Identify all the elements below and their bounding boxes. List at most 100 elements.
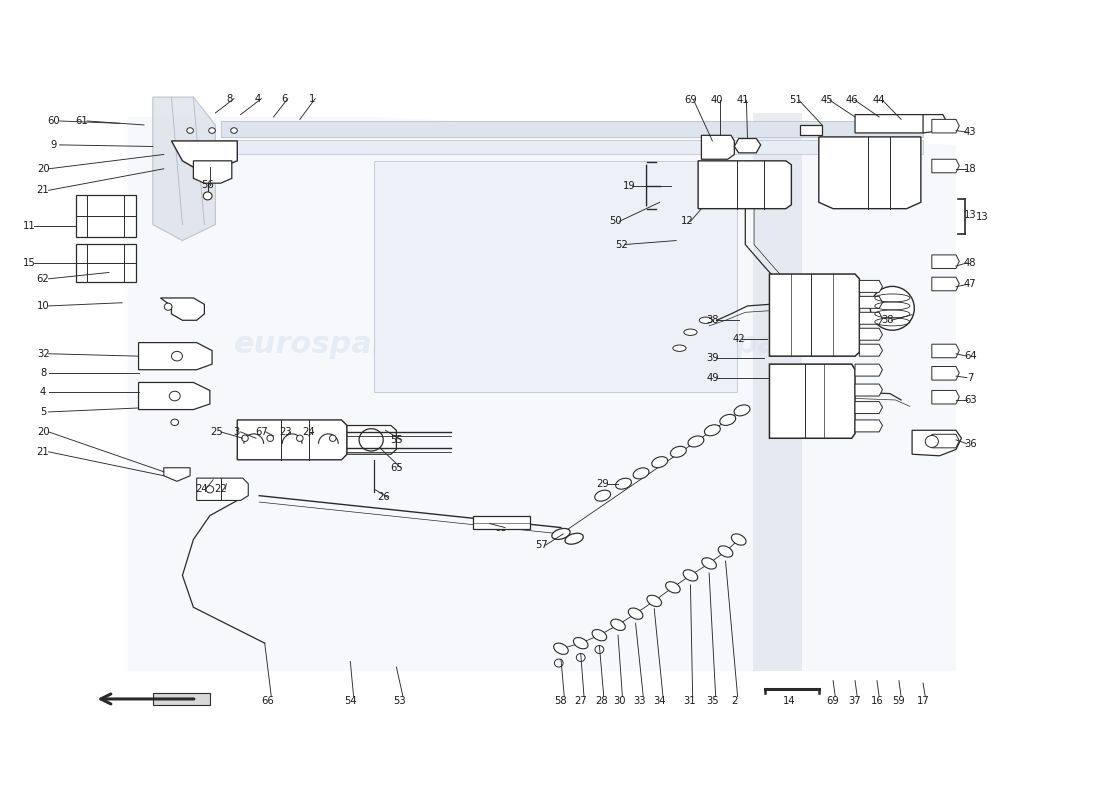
Text: 66: 66 (262, 696, 274, 706)
Text: 37: 37 (849, 696, 861, 706)
Polygon shape (153, 97, 216, 241)
Text: 10: 10 (36, 301, 50, 311)
Ellipse shape (576, 654, 585, 662)
Text: 24: 24 (195, 484, 208, 494)
Text: 8: 8 (227, 94, 233, 104)
Text: 4: 4 (255, 94, 262, 104)
Text: 19: 19 (623, 182, 636, 191)
Ellipse shape (554, 659, 563, 667)
Text: 44: 44 (873, 95, 886, 106)
Text: 21: 21 (36, 186, 50, 195)
Polygon shape (859, 296, 882, 308)
Ellipse shape (164, 303, 172, 310)
Bar (374, 161, 737, 392)
Ellipse shape (553, 643, 569, 654)
Polygon shape (139, 382, 210, 410)
Polygon shape (735, 138, 761, 153)
Text: 38: 38 (706, 315, 718, 326)
Text: 9: 9 (51, 140, 57, 150)
Text: 67: 67 (255, 427, 267, 437)
Text: 20: 20 (36, 164, 50, 174)
Polygon shape (855, 420, 882, 432)
Text: 58: 58 (554, 696, 568, 706)
Ellipse shape (734, 405, 750, 416)
Polygon shape (859, 328, 882, 340)
Ellipse shape (267, 435, 274, 442)
Bar (221, 121, 923, 137)
Ellipse shape (595, 490, 610, 501)
Ellipse shape (169, 391, 180, 401)
Text: 25: 25 (210, 427, 223, 437)
Text: eurospares: eurospares (234, 330, 427, 358)
Text: 23: 23 (279, 427, 292, 437)
Text: 22: 22 (214, 484, 228, 494)
Text: 46: 46 (846, 95, 858, 106)
Bar (221, 140, 923, 154)
Text: 55: 55 (390, 435, 403, 445)
Text: 34: 34 (653, 696, 666, 706)
Polygon shape (172, 141, 238, 167)
Ellipse shape (719, 414, 736, 426)
Text: 48: 48 (964, 258, 977, 268)
Polygon shape (800, 125, 822, 135)
Ellipse shape (330, 435, 336, 442)
Polygon shape (932, 366, 959, 380)
Text: 13: 13 (976, 212, 988, 222)
Text: 26: 26 (377, 492, 389, 502)
Text: 49: 49 (706, 373, 718, 382)
Polygon shape (932, 278, 959, 290)
Text: 40: 40 (711, 95, 723, 106)
Ellipse shape (595, 646, 604, 654)
Text: 53: 53 (394, 696, 406, 706)
Ellipse shape (297, 435, 304, 442)
Ellipse shape (700, 317, 713, 323)
Text: 36: 36 (964, 439, 977, 449)
Polygon shape (859, 312, 882, 324)
Polygon shape (855, 364, 882, 376)
Text: 7: 7 (967, 373, 974, 382)
Text: 52: 52 (615, 239, 628, 250)
Text: 13: 13 (964, 210, 977, 220)
Ellipse shape (684, 329, 697, 335)
Polygon shape (932, 344, 959, 358)
Ellipse shape (231, 128, 238, 134)
Polygon shape (769, 274, 859, 356)
Text: 56: 56 (201, 180, 214, 190)
Text: 1: 1 (309, 94, 315, 104)
Polygon shape (769, 364, 855, 438)
Ellipse shape (610, 619, 625, 630)
Text: 6: 6 (282, 94, 288, 104)
Ellipse shape (673, 345, 686, 351)
Ellipse shape (702, 558, 716, 569)
Text: 5: 5 (40, 407, 46, 417)
Text: 32: 32 (36, 349, 50, 358)
Text: 45: 45 (821, 95, 833, 106)
Text: 57: 57 (535, 540, 548, 550)
Polygon shape (855, 384, 882, 396)
Text: 62: 62 (36, 274, 50, 284)
Text: 38: 38 (882, 315, 894, 326)
Polygon shape (139, 342, 212, 370)
Text: 33: 33 (634, 696, 646, 706)
Text: 30: 30 (613, 696, 626, 706)
Text: 69: 69 (827, 696, 839, 706)
Polygon shape (855, 402, 882, 414)
Bar (76, 244, 136, 282)
Ellipse shape (647, 595, 661, 606)
Text: 12: 12 (681, 217, 693, 226)
Text: 24: 24 (302, 427, 315, 437)
Polygon shape (859, 281, 882, 292)
Text: 65: 65 (390, 462, 403, 473)
Polygon shape (859, 344, 882, 356)
Polygon shape (855, 114, 928, 133)
Text: 27: 27 (574, 696, 587, 706)
Polygon shape (161, 298, 205, 320)
Text: 29: 29 (596, 478, 609, 489)
Polygon shape (818, 137, 921, 209)
Text: 17: 17 (916, 696, 930, 706)
Ellipse shape (565, 534, 583, 544)
Text: 47: 47 (964, 279, 977, 290)
Polygon shape (194, 161, 232, 183)
Text: 51: 51 (790, 95, 802, 106)
Text: 15: 15 (22, 258, 35, 268)
